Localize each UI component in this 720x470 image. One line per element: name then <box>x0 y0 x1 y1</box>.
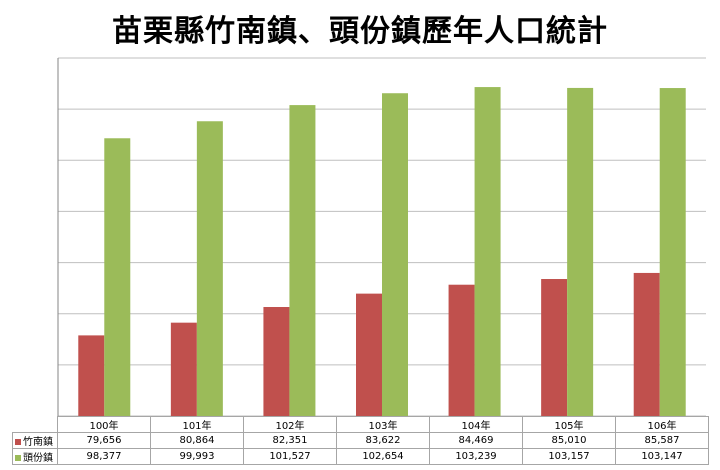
data-label: 101,527 <box>243 448 337 465</box>
data-label: 99,993 <box>150 448 244 465</box>
legend-swatch <box>15 439 21 445</box>
category-label: 104年 <box>429 416 523 433</box>
data-label: 98,377 <box>57 448 151 465</box>
bar-series-1 <box>382 93 408 416</box>
data-label: 103,157 <box>522 448 616 465</box>
bar-series-0 <box>170 322 197 416</box>
bar-series-1 <box>567 87 594 416</box>
category-label: 102年 <box>243 416 337 433</box>
series-name: 頭份鎮 <box>23 453 53 464</box>
chart-plot-area <box>57 57 706 416</box>
data-table: 100年 101年 102年 103年 104年 105年 106年 竹南鎮 7… <box>12 416 709 465</box>
data-table-corner <box>12 416 58 433</box>
category-label: 105年 <box>522 416 616 433</box>
data-label: 85,010 <box>522 432 616 449</box>
data-label: 83,622 <box>336 432 430 449</box>
bar-series-0 <box>541 279 568 416</box>
bar-series-0 <box>356 293 382 416</box>
data-table-row-series-0: 竹南鎮 79,656 80,864 82,351 83,622 84,469 8… <box>12 432 709 449</box>
data-table-row-series-1: 頭份鎮 98,377 99,993 101,527 102,654 103,23… <box>12 448 709 465</box>
bar-series-1 <box>289 105 316 416</box>
series-legend-key: 頭份鎮 <box>12 448 58 465</box>
data-label: 84,469 <box>429 432 523 449</box>
data-label: 80,864 <box>150 432 244 449</box>
bar-series-0 <box>263 307 290 416</box>
data-label: 102,654 <box>336 448 430 465</box>
series-name: 竹南鎮 <box>23 437 53 448</box>
data-label: 82,351 <box>243 432 337 449</box>
category-label: 100年 <box>57 416 151 433</box>
category-label: 103年 <box>336 416 430 433</box>
bar-series-0 <box>78 335 105 416</box>
bar-series-0 <box>633 272 660 416</box>
category-label: 106年 <box>615 416 709 433</box>
bar-series-1 <box>104 138 131 416</box>
series-legend-key: 竹南鎮 <box>12 432 58 449</box>
bar-series-1 <box>196 121 223 416</box>
bar-series-1 <box>474 87 501 416</box>
data-table-header-row: 100年 101年 102年 103年 104年 105年 106年 <box>12 416 709 433</box>
legend-swatch <box>15 455 21 461</box>
bar-series-0 <box>448 284 475 416</box>
bar-series-1 <box>659 88 686 416</box>
chart-title: 苗栗縣竹南鎮、頭份鎮歷年人口統計 <box>112 14 608 49</box>
data-label: 85,587 <box>615 432 709 449</box>
data-label: 79,656 <box>57 432 151 449</box>
data-label: 103,239 <box>429 448 523 465</box>
category-label: 101年 <box>150 416 244 433</box>
data-label: 103,147 <box>615 448 709 465</box>
